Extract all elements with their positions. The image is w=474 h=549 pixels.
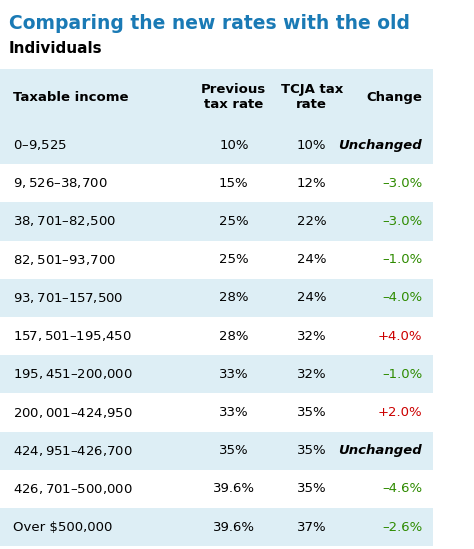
Text: 25%: 25% <box>219 253 249 266</box>
Text: 37%: 37% <box>297 520 327 534</box>
Text: TCJA tax
rate: TCJA tax rate <box>281 83 343 111</box>
Text: Comparing the new rates with the old: Comparing the new rates with the old <box>9 14 410 33</box>
Text: –2.6%: –2.6% <box>382 520 422 534</box>
Text: 35%: 35% <box>297 483 327 495</box>
FancyBboxPatch shape <box>0 317 433 355</box>
FancyBboxPatch shape <box>0 279 433 317</box>
Text: $93,701–$157,500: $93,701–$157,500 <box>13 291 123 305</box>
Text: $200,001–$424,950: $200,001–$424,950 <box>13 406 133 419</box>
Text: 22%: 22% <box>297 215 327 228</box>
Text: –4.6%: –4.6% <box>382 483 422 495</box>
Text: $9,526–$38,700: $9,526–$38,700 <box>13 176 108 191</box>
Text: 39.6%: 39.6% <box>213 520 255 534</box>
Text: 32%: 32% <box>297 368 327 381</box>
Text: Change: Change <box>366 91 422 104</box>
Text: Unchanged: Unchanged <box>338 444 422 457</box>
FancyBboxPatch shape <box>0 69 433 126</box>
Text: –3.0%: –3.0% <box>382 177 422 190</box>
Text: 24%: 24% <box>297 292 327 304</box>
FancyBboxPatch shape <box>0 508 433 546</box>
FancyBboxPatch shape <box>0 126 433 164</box>
Text: 10%: 10% <box>219 138 248 152</box>
FancyBboxPatch shape <box>0 164 433 203</box>
Text: –1.0%: –1.0% <box>382 253 422 266</box>
Text: 33%: 33% <box>219 406 249 419</box>
Text: $157,501–$195,450: $157,501–$195,450 <box>13 329 132 343</box>
Text: 28%: 28% <box>219 329 248 343</box>
Text: +2.0%: +2.0% <box>378 406 422 419</box>
Text: Previous
tax rate: Previous tax rate <box>201 83 266 111</box>
Text: +4.0%: +4.0% <box>378 329 422 343</box>
FancyBboxPatch shape <box>0 355 433 394</box>
Text: $195,451–$200,000: $195,451–$200,000 <box>13 367 133 382</box>
Text: 39.6%: 39.6% <box>213 483 255 495</box>
Text: $82,501–$93,700: $82,501–$93,700 <box>13 253 116 267</box>
FancyBboxPatch shape <box>0 432 433 470</box>
FancyBboxPatch shape <box>0 394 433 432</box>
Text: –3.0%: –3.0% <box>382 215 422 228</box>
Text: 15%: 15% <box>219 177 249 190</box>
Text: 33%: 33% <box>219 368 249 381</box>
Text: 28%: 28% <box>219 292 248 304</box>
Text: Taxable income: Taxable income <box>13 91 128 104</box>
Text: $0–$9,525: $0–$9,525 <box>13 138 67 152</box>
FancyBboxPatch shape <box>0 240 433 279</box>
Text: 10%: 10% <box>297 138 327 152</box>
Text: –1.0%: –1.0% <box>382 368 422 381</box>
Text: $426,701–$500,000: $426,701–$500,000 <box>13 482 133 496</box>
Text: Individuals: Individuals <box>9 41 102 56</box>
Text: 32%: 32% <box>297 329 327 343</box>
Text: 24%: 24% <box>297 253 327 266</box>
FancyBboxPatch shape <box>0 470 433 508</box>
Text: 12%: 12% <box>297 177 327 190</box>
Text: 35%: 35% <box>297 406 327 419</box>
Text: Over $500,000: Over $500,000 <box>13 520 112 534</box>
Text: $38,701–$82,500: $38,701–$82,500 <box>13 215 116 228</box>
Text: 35%: 35% <box>297 444 327 457</box>
Text: $424,951–$426,700: $424,951–$426,700 <box>13 444 133 458</box>
Text: 25%: 25% <box>219 215 249 228</box>
Text: 35%: 35% <box>219 444 249 457</box>
Text: Unchanged: Unchanged <box>338 138 422 152</box>
FancyBboxPatch shape <box>0 203 433 240</box>
Text: –4.0%: –4.0% <box>382 292 422 304</box>
